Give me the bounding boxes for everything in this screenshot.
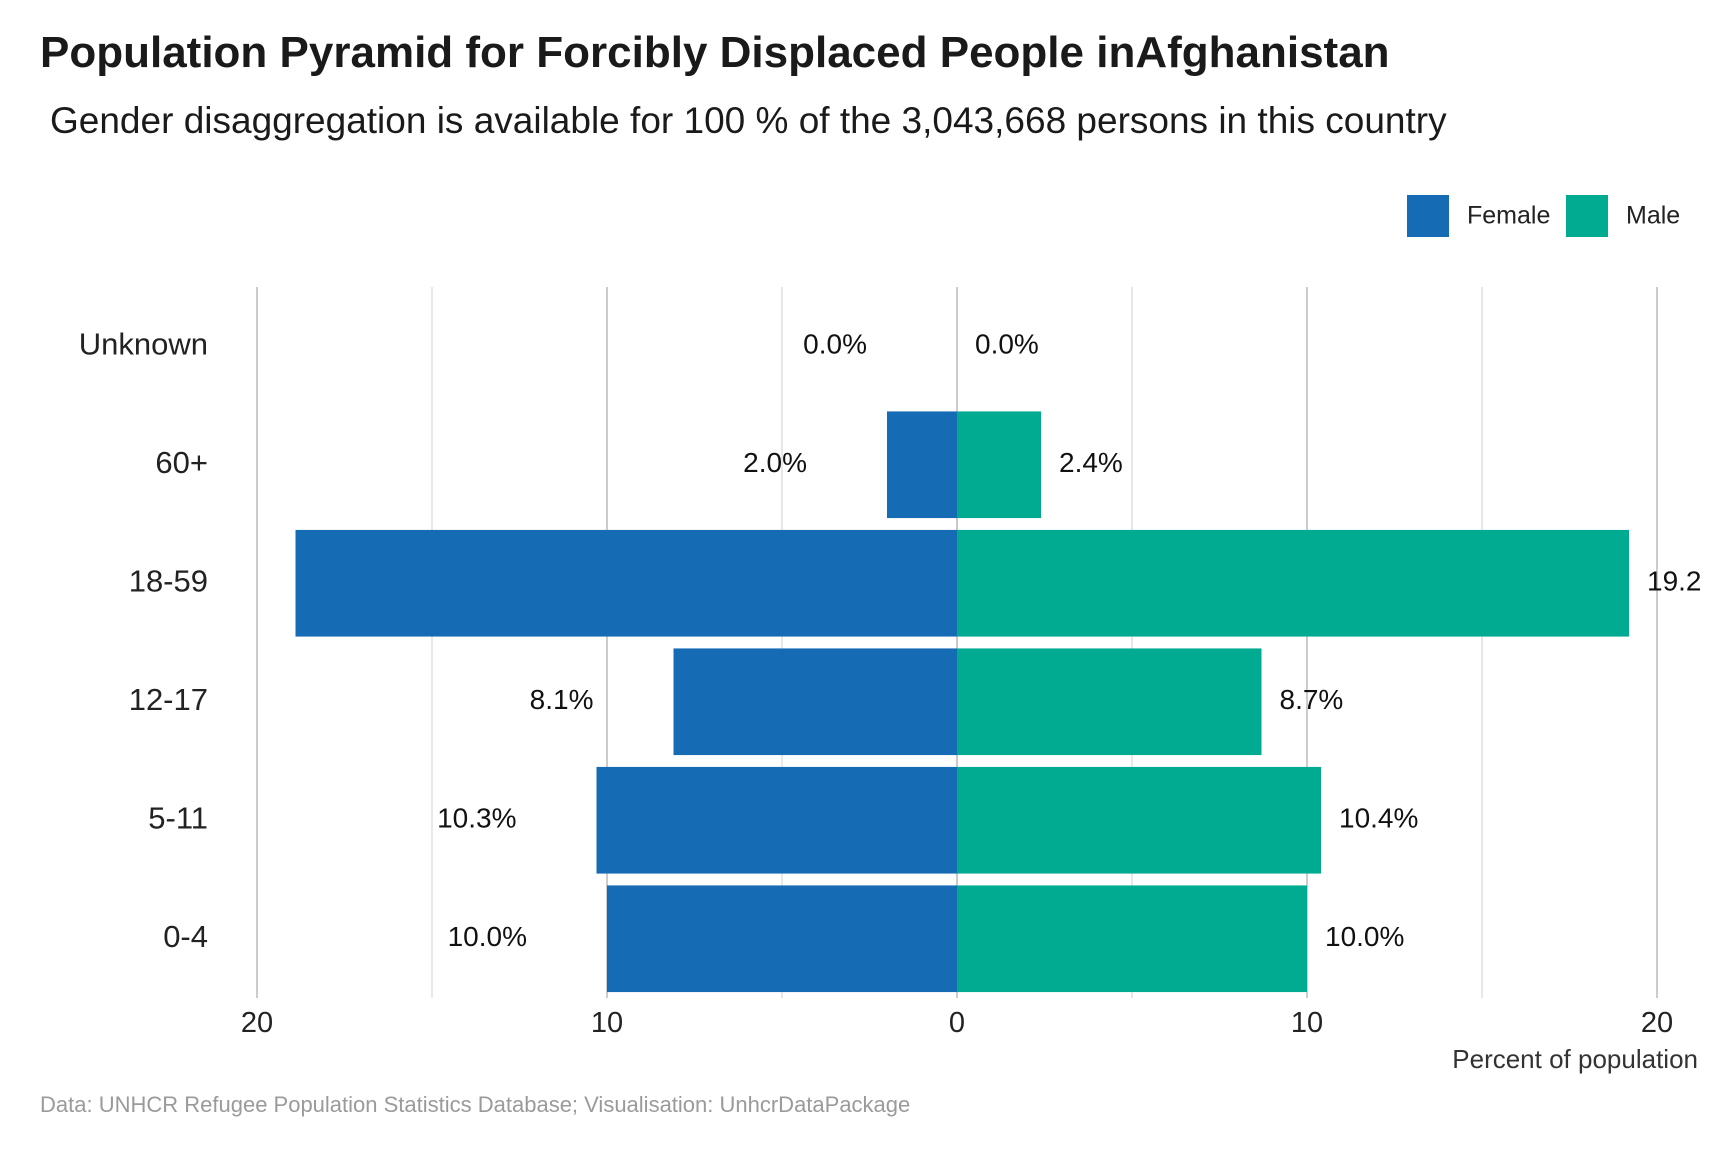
x-tick-label: 20 — [1641, 1007, 1673, 1039]
female-data-label: 0.0% — [803, 329, 867, 360]
category-label: 18-59 — [129, 563, 208, 598]
female-data-label: 10.3% — [437, 803, 516, 834]
category-label: 60+ — [155, 445, 208, 480]
female-bar — [673, 648, 957, 756]
x-tick-label: 10 — [591, 1007, 623, 1039]
male-data-label: 8.7% — [1280, 684, 1344, 715]
legend-swatch-male — [1566, 195, 1608, 237]
male-bar — [957, 885, 1307, 993]
male-data-label: 19.2 — [1647, 566, 1702, 597]
legend-label-female: Female — [1467, 202, 1550, 230]
x-tick-label: 10 — [1291, 1007, 1323, 1039]
x-axis-title: Percent of population — [1452, 1044, 1698, 1074]
category-label: 5-11 — [148, 800, 208, 835]
chart-subtitle: Gender disaggregation is available for 1… — [50, 100, 1447, 141]
x-tick-labels: 20 10 0 10 20 — [241, 1007, 1673, 1039]
male-bar — [957, 648, 1262, 756]
male-data-label: 2.4% — [1059, 447, 1123, 478]
male-data-label: 10.4% — [1339, 803, 1418, 834]
data-labels: 0.0% 0.0% 2.0% 2.4% 19.2 8.1% 8.7% 10.3% 10.4% 10… — [437, 329, 1701, 953]
female-bar — [887, 411, 957, 519]
female-data-label: 10.0% — [448, 921, 527, 952]
x-tick-label: 20 — [241, 1007, 273, 1039]
legend: Female Male — [1407, 195, 1680, 237]
male-bar — [957, 411, 1041, 519]
category-label: 12-17 — [129, 682, 208, 717]
x-tick-label: 0 — [949, 1007, 965, 1039]
female-bar — [607, 885, 957, 993]
female-data-label: 2.0% — [743, 447, 807, 478]
female-bar — [295, 529, 957, 637]
male-bar — [957, 529, 1629, 637]
female-bar — [596, 766, 957, 874]
category-label: 0-4 — [163, 919, 208, 954]
chart-title: Population Pyramid for Forcibly Displace… — [40, 28, 1390, 77]
legend-swatch-female — [1407, 195, 1449, 237]
category-labels: Unknown 60+ 18-59 12-17 5-11 0-4 — [79, 326, 208, 954]
category-label: Unknown — [79, 326, 208, 361]
male-data-label: 10.0% — [1325, 921, 1404, 952]
chart-caption: Data: UNHCR Refugee Population Statistic… — [40, 1092, 911, 1117]
female-data-label: 8.1% — [530, 684, 594, 715]
male-bar — [957, 766, 1321, 874]
male-data-label: 0.0% — [975, 329, 1039, 360]
bars — [295, 411, 1629, 993]
legend-label-male: Male — [1626, 202, 1680, 230]
gridlines — [256, 287, 1658, 998]
